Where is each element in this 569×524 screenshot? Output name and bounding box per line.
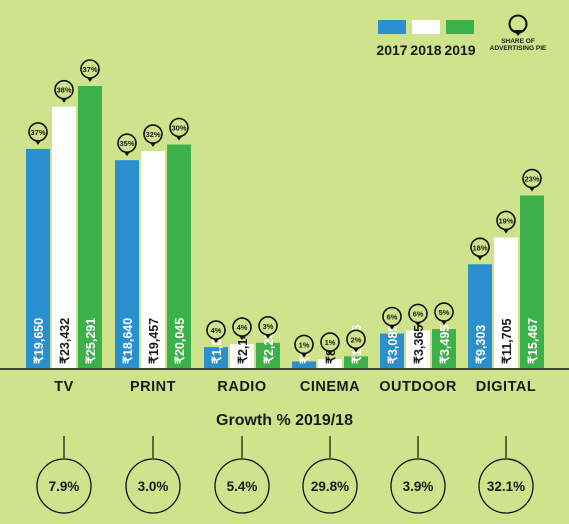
share-pin bbox=[522, 168, 542, 189]
share-label: 6% bbox=[413, 309, 424, 318]
share-pin bbox=[294, 334, 314, 355]
legend-swatch-2018 bbox=[412, 20, 440, 34]
bar-digital-2017 bbox=[468, 264, 492, 368]
share-label: 30% bbox=[171, 123, 186, 132]
bar-outdoor-2018 bbox=[406, 330, 430, 368]
bar-cinema-2019 bbox=[344, 356, 368, 368]
value-label: ₹23,432 bbox=[58, 318, 72, 364]
share-label: 5% bbox=[439, 308, 450, 317]
value-label: ₹19,650 bbox=[32, 318, 46, 364]
bar-print-2018 bbox=[141, 151, 165, 368]
share-label: 18% bbox=[472, 243, 487, 252]
share-label: 2% bbox=[351, 335, 362, 344]
bar-digital-2018 bbox=[494, 237, 518, 368]
share-pin bbox=[143, 124, 163, 144]
share-label: 32% bbox=[145, 130, 160, 139]
legend-swatch-2017 bbox=[378, 20, 406, 34]
growth-value: 7.9% bbox=[49, 479, 80, 494]
growth-value: 29.8% bbox=[311, 479, 349, 494]
value-label: ₹18,640 bbox=[121, 318, 135, 364]
share-pin bbox=[496, 210, 516, 231]
legend-label-2017: 2017 bbox=[376, 42, 408, 58]
bar-cinema-2018 bbox=[318, 359, 342, 368]
share-label: 1% bbox=[299, 340, 310, 349]
legend-label-2019: 2019 bbox=[444, 42, 476, 58]
growth-value: 3.0% bbox=[138, 479, 169, 494]
value-label: ₹9,303 bbox=[474, 325, 488, 364]
category-label: DIGITAL bbox=[476, 379, 536, 395]
legend-swatch-2019 bbox=[446, 20, 474, 34]
share-pin bbox=[346, 329, 366, 350]
share-pin bbox=[117, 133, 137, 153]
bar-digital-2019 bbox=[520, 195, 544, 368]
value-label: ₹15,467 bbox=[526, 318, 540, 364]
growth-value: 3.9% bbox=[403, 479, 434, 494]
bar-tv-2017 bbox=[26, 148, 50, 368]
bar-radio-2018 bbox=[230, 344, 254, 368]
growth-circle bbox=[125, 458, 181, 514]
bar-outdoor-2017 bbox=[380, 333, 404, 368]
share-label: 4% bbox=[237, 323, 248, 332]
growth-circle bbox=[36, 458, 92, 514]
share-pin bbox=[382, 306, 402, 327]
share-pin-label: SHARE OF ADVERTISING PIE bbox=[489, 38, 547, 52]
map-pin-icon bbox=[508, 14, 528, 36]
value-label: ₹25,291 bbox=[84, 318, 98, 364]
share-label: 3% bbox=[263, 322, 274, 331]
share-pin bbox=[434, 302, 454, 322]
share-pin bbox=[232, 317, 252, 337]
value-label: ₹11,705 bbox=[500, 318, 514, 364]
bar-radio-2019 bbox=[256, 342, 280, 368]
bar-print-2017 bbox=[115, 160, 139, 368]
growth-circle bbox=[302, 458, 358, 514]
share-pin bbox=[169, 117, 189, 138]
value-label: ₹20,045 bbox=[173, 318, 187, 364]
growth-circle bbox=[390, 458, 446, 514]
category-label: OUTDOOR bbox=[379, 379, 457, 395]
share-label: 6% bbox=[387, 313, 398, 322]
share-pin bbox=[206, 320, 226, 340]
bar-print-2019 bbox=[167, 144, 191, 368]
bar-outdoor-2019 bbox=[432, 329, 456, 368]
bar-tv-2019 bbox=[78, 86, 102, 368]
share-pin bbox=[28, 122, 48, 142]
share-label: 38% bbox=[56, 86, 71, 95]
category-label: PRINT bbox=[130, 379, 176, 395]
bar-cinema-2017 bbox=[292, 361, 316, 368]
share-pin bbox=[320, 332, 340, 352]
value-label: ₹19,457 bbox=[147, 318, 161, 364]
value-label: ₹3,495 bbox=[438, 325, 452, 364]
bar-tv-2018 bbox=[52, 106, 76, 368]
share-label: 4% bbox=[211, 326, 222, 335]
share-label: 1% bbox=[325, 338, 336, 347]
share-pin bbox=[470, 237, 490, 258]
share-pin bbox=[258, 316, 278, 336]
share-label: 37% bbox=[30, 128, 45, 137]
share-pin bbox=[80, 59, 100, 79]
category-label: CINEMA bbox=[300, 379, 360, 395]
growth-value: 32.1% bbox=[487, 479, 525, 494]
value-label: ₹3,085 bbox=[386, 325, 400, 364]
category-label: RADIO bbox=[217, 379, 266, 395]
share-label: 35% bbox=[119, 139, 134, 148]
share-pin bbox=[54, 79, 74, 100]
value-label: ₹3,365 bbox=[412, 325, 426, 364]
growth-title: Growth % 2019/18 bbox=[216, 412, 353, 429]
bar-radio-2017 bbox=[204, 347, 228, 368]
growth-circle bbox=[478, 458, 534, 514]
growth-value: 5.4% bbox=[227, 479, 258, 494]
category-label: TV bbox=[54, 379, 74, 395]
share-pin bbox=[408, 303, 428, 324]
legend-label-2018: 2018 bbox=[410, 42, 442, 58]
share-label: 19% bbox=[498, 216, 513, 225]
legend: 2017 2018 2019 bbox=[376, 20, 558, 70]
share-label: 23% bbox=[524, 175, 539, 184]
share-label: 37% bbox=[82, 65, 97, 74]
growth-circle bbox=[214, 458, 270, 514]
